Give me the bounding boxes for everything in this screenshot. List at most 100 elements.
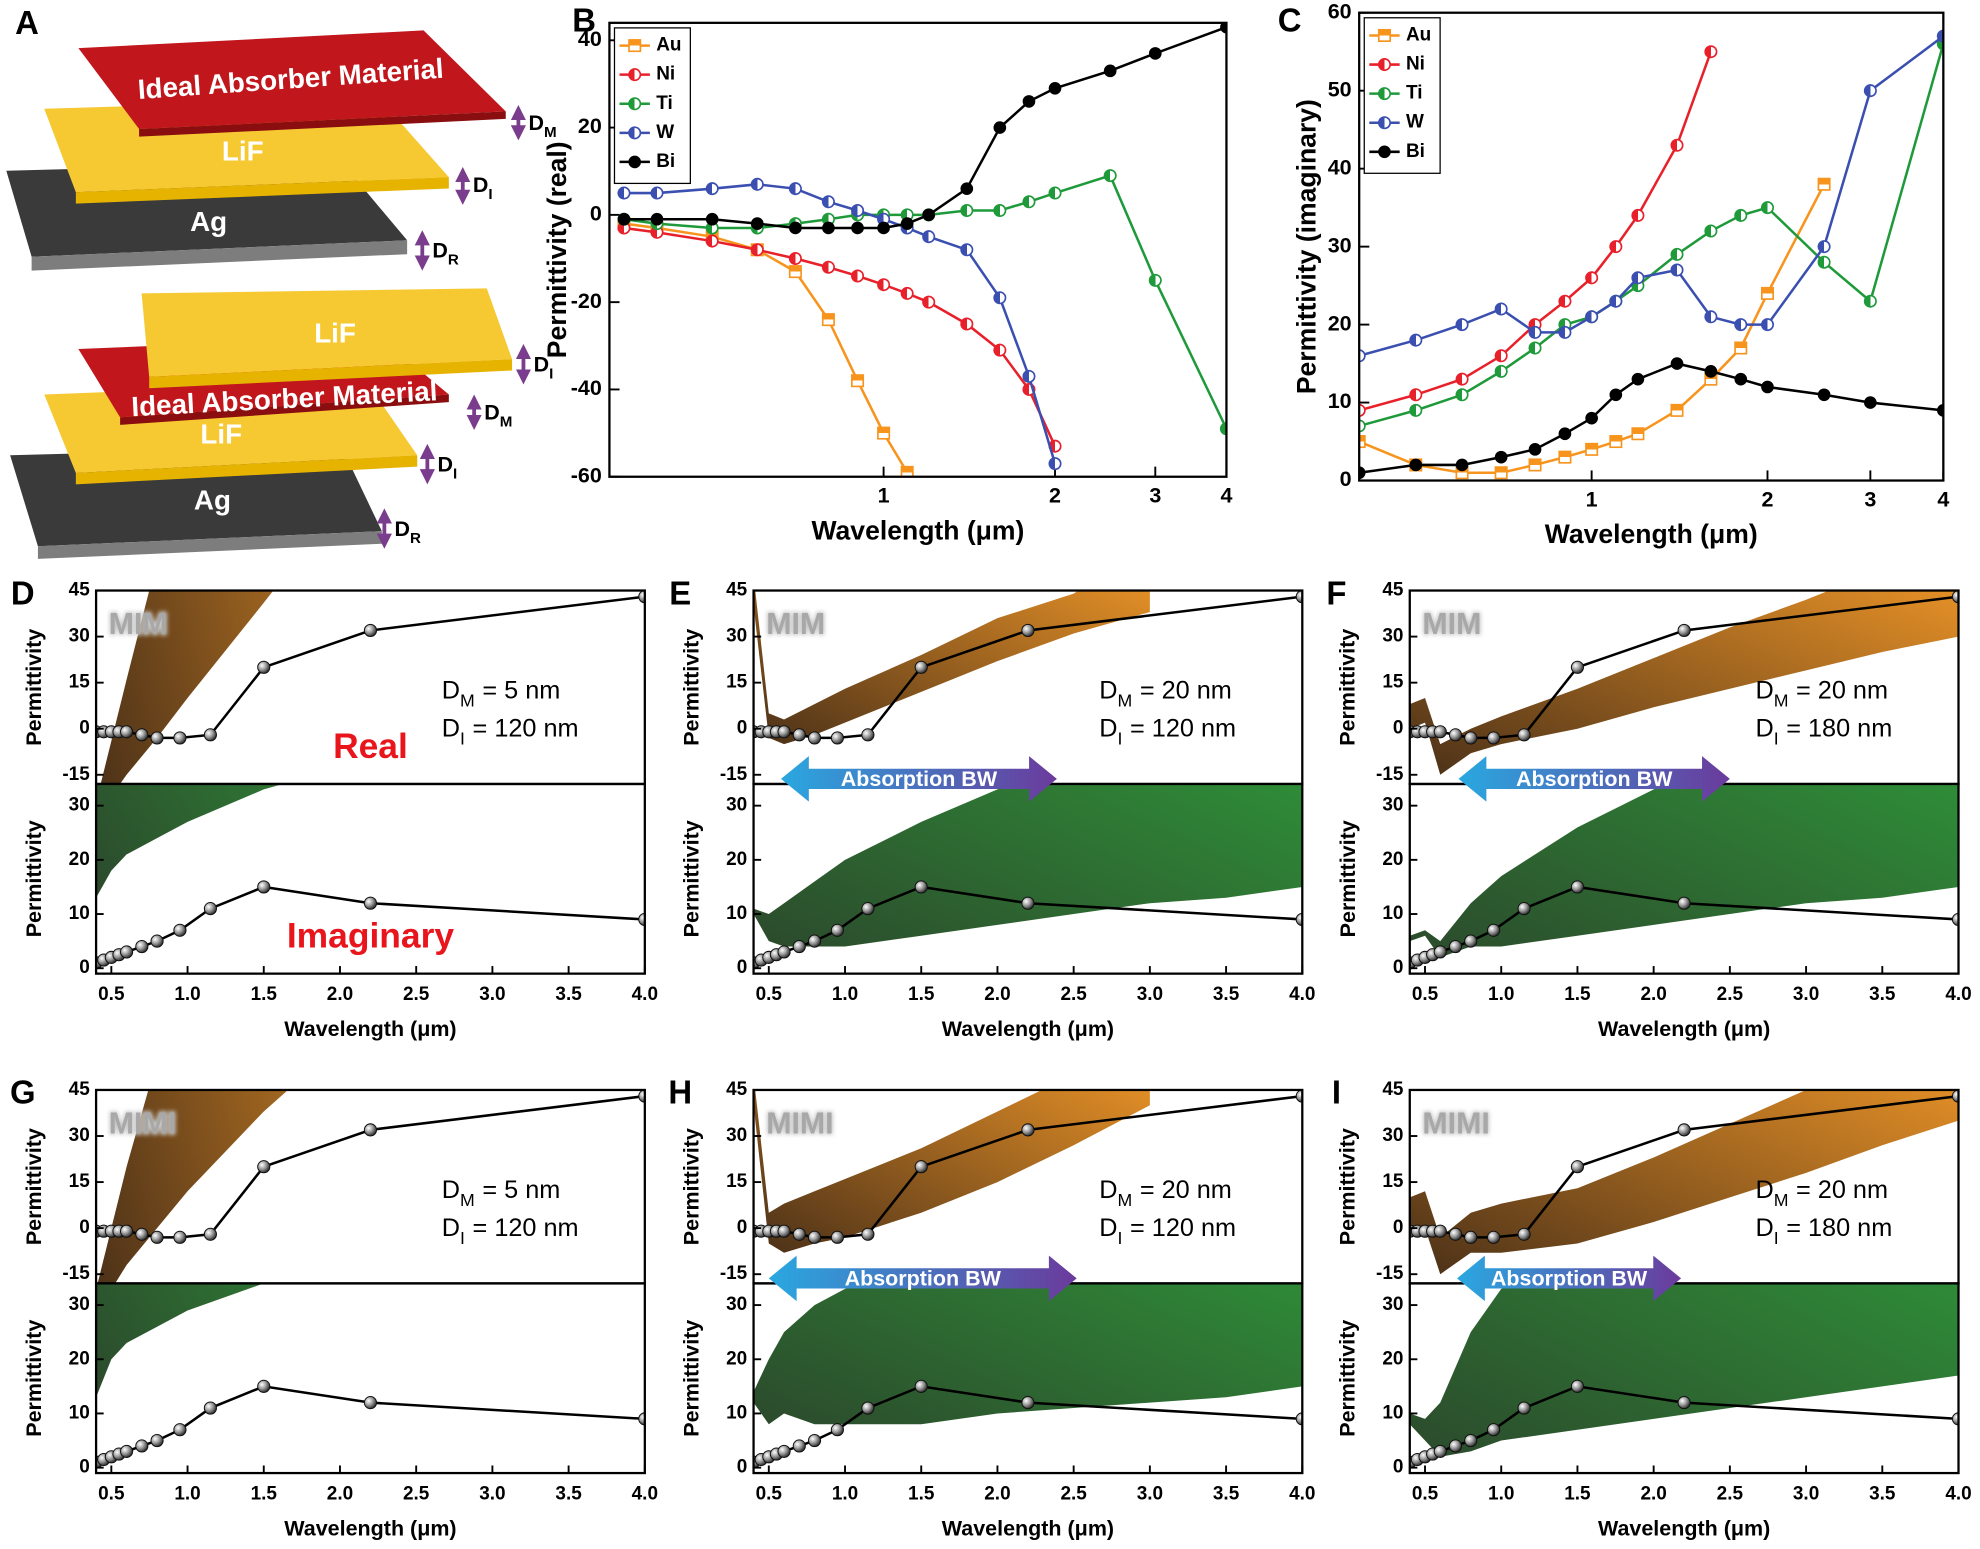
series-line <box>623 183 1057 465</box>
marker <box>830 1423 844 1437</box>
marker <box>1494 466 1508 480</box>
y-axis-title: Permittivity <box>1336 629 1360 746</box>
x-tick-label: 3.0 <box>1137 984 1163 1005</box>
marker <box>788 182 802 196</box>
marker <box>1487 731 1501 745</box>
marker <box>807 934 822 948</box>
parameter-label: DM = 5 nm <box>442 676 561 710</box>
legend-label: Au <box>1406 24 1431 45</box>
y-axis-title: Permittivity <box>22 1320 46 1437</box>
x-tick-label: 3.0 <box>1137 1484 1163 1505</box>
x-axis-title: Wavelength (μm) <box>811 515 1024 545</box>
panel-letter: G <box>10 1074 36 1111</box>
marker <box>1378 145 1391 159</box>
marker <box>173 1230 187 1244</box>
marker <box>203 1227 217 1241</box>
marker <box>1631 427 1645 441</box>
structure-label: MIMI <box>766 1107 833 1140</box>
marker <box>628 39 642 53</box>
x-tick-label: 2.5 <box>1717 1484 1744 1505</box>
legend-label: Au <box>656 35 681 56</box>
marker <box>1022 369 1036 383</box>
plot-area <box>1409 590 1959 775</box>
parameter-subscript: I <box>1774 728 1779 748</box>
legend-box <box>1363 17 1441 174</box>
marker <box>1528 458 1542 472</box>
marker <box>821 260 835 274</box>
marker <box>821 195 835 209</box>
y-tick-label: 15 <box>69 672 91 693</box>
parameter-value: = 120 nm <box>473 1214 579 1242</box>
x-tick-label: 4.0 <box>632 1484 658 1505</box>
marker <box>120 725 134 739</box>
marker <box>135 1227 149 1241</box>
x-tick-label: 3.5 <box>555 1484 582 1505</box>
marker <box>150 731 164 745</box>
marker <box>1359 403 1366 417</box>
plot-frame <box>94 1282 646 1475</box>
marker <box>1734 318 1748 332</box>
parameter-symbol: D <box>442 1176 460 1204</box>
x-tick-label: 4 <box>1937 487 1949 511</box>
x-tick-label: 2.0 <box>984 1484 1010 1505</box>
diagram-a: A Ideal Absorber Material LiF Ag DM DI D… <box>6 4 557 559</box>
marker <box>1585 411 1598 425</box>
marker <box>777 945 791 959</box>
parameter-symbol: D <box>1755 1176 1773 1204</box>
marker <box>1517 1401 1531 1415</box>
x-tick-label: 1.0 <box>832 1484 858 1505</box>
series-line <box>623 222 909 474</box>
thickness-label: DI <box>473 173 493 203</box>
band <box>1409 590 1959 775</box>
parameter-value: = 20 nm <box>1140 676 1232 704</box>
y-tick-label: 15 <box>1382 672 1404 693</box>
plot-area <box>1409 1283 1959 1469</box>
marker <box>900 465 914 477</box>
marker <box>705 234 719 248</box>
x-tick-label: 2 <box>1049 484 1061 508</box>
marker <box>822 221 835 235</box>
marker <box>1585 271 1599 285</box>
marker <box>1409 388 1423 402</box>
marker <box>135 728 149 742</box>
y-tick-label: 20 <box>1328 311 1352 335</box>
marker <box>792 1227 806 1241</box>
parameter-label: DI = 120 nm <box>1099 714 1236 748</box>
marker <box>1734 372 1748 386</box>
y-tick-label: 20 <box>69 849 90 870</box>
y-tick-label: -20 <box>571 289 602 313</box>
plot-frame <box>1408 1282 1960 1475</box>
marker <box>1359 349 1366 363</box>
marker <box>830 923 844 937</box>
parameter-symbol: D <box>1099 676 1117 704</box>
marker <box>1670 263 1684 277</box>
marker <box>1433 725 1447 739</box>
thickness-label: DR <box>432 238 459 268</box>
x-axis-title: Wavelength (μm) <box>284 1017 456 1041</box>
x-tick-label: 0.5 <box>98 984 125 1005</box>
marker <box>1021 1123 1035 1137</box>
plot-area <box>1409 783 1959 970</box>
panel-letter: F <box>1326 574 1346 611</box>
marker <box>1220 22 1227 34</box>
marker <box>1021 623 1035 638</box>
marker <box>1487 923 1501 937</box>
marker <box>861 1401 875 1415</box>
x-tick-label: 0.5 <box>756 1484 783 1505</box>
marker <box>1670 403 1684 417</box>
marker <box>1448 728 1463 742</box>
marker <box>1448 1439 1463 1453</box>
marker <box>1048 81 1062 95</box>
marker <box>203 728 217 742</box>
marker <box>1359 435 1366 449</box>
marker <box>1864 396 1877 409</box>
bandwidth-arrow <box>781 756 1057 802</box>
x-tick-label: 1 <box>1586 487 1598 511</box>
y-axis-title: Permittivity (imaginary) <box>1292 99 1322 394</box>
plot-area <box>96 783 645 970</box>
marker <box>788 265 802 279</box>
marker <box>1570 1379 1585 1393</box>
marker <box>120 945 134 959</box>
parameter-label: DI = 120 nm <box>442 714 579 748</box>
marker <box>1734 208 1748 222</box>
